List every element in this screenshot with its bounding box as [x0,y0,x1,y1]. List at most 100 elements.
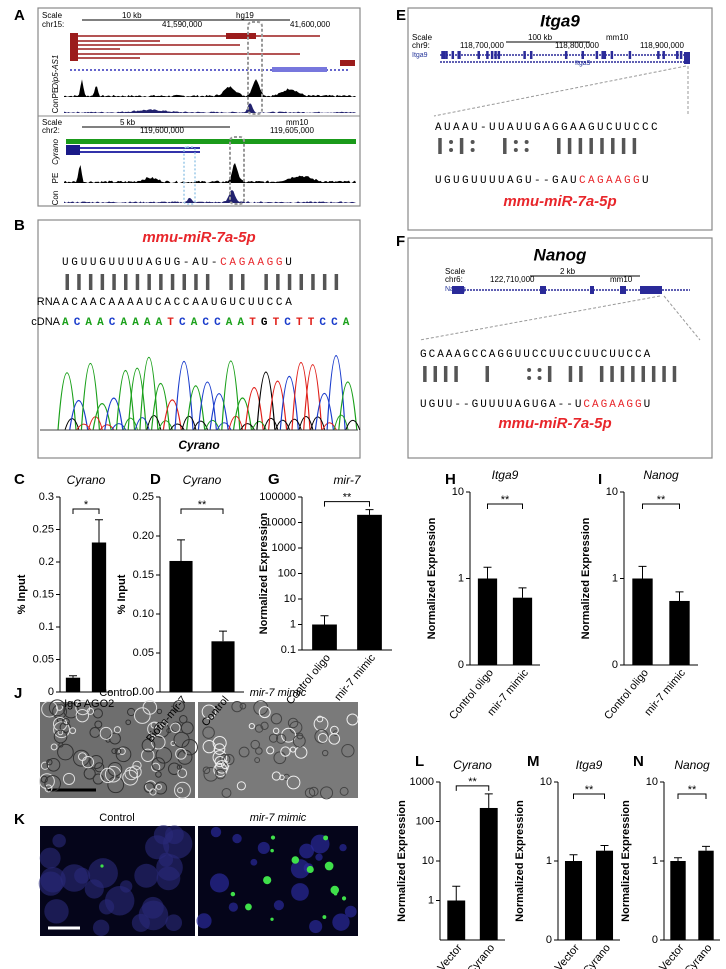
pair-mark [620,366,625,382]
highlight [247,21,263,115]
exon [70,38,78,44]
cdna-base: C [331,317,338,329]
cell [219,753,231,765]
panel-letter: F [396,233,405,250]
assembly-label: mm10 [286,118,309,127]
highlight [229,136,245,205]
cell [58,742,64,748]
rna-sequence: ACAACAAAAUCACCAAUGUCUUCCA [62,297,295,309]
seq-part: U [285,257,294,269]
cell [173,731,190,748]
trace-peak [169,423,185,431]
cell [254,724,264,733]
exon [490,51,494,59]
bar [169,560,193,692]
chrom-label: chr9: [412,41,430,50]
y-tick-label: 10 [422,855,434,867]
trace-peak [111,423,127,431]
bar [632,578,653,665]
scale-label: Scale [42,11,63,20]
exon [603,51,607,59]
signal-track [64,103,356,113]
error-bar [365,509,374,515]
y-tick-label: 0.3 [39,491,54,503]
cdna-base: A [343,317,350,329]
chrom-label: chr15: [42,20,64,29]
panel-letter: L [415,753,424,770]
cell [255,747,263,755]
gfp-dot [245,903,252,911]
x-tick-label: IgG [64,698,82,710]
nucleus [344,905,357,918]
cell [75,700,91,716]
pair-mark [135,274,140,290]
cell [105,737,111,743]
pair-mark [527,368,532,372]
gene-name: Cyrano [178,438,219,452]
y-tick-label: 10 [606,486,618,498]
panel-letter: C [14,471,25,488]
cell [287,717,299,729]
gfp-dot [270,848,274,853]
exon [497,51,501,59]
photo-label: Control [99,812,134,824]
nucleus [119,880,133,893]
assembly-label: hg19 [236,11,254,20]
cell [212,735,227,751]
cell [81,756,95,769]
error-bar [702,845,710,851]
significance-label: ** [501,494,510,506]
chrom-label: chr6: [445,275,463,284]
cell [215,768,226,780]
cell [289,720,303,734]
gfp-dot [270,835,276,840]
cell [44,775,61,792]
cell [104,765,122,783]
pair-mark [524,140,529,144]
cell [149,788,157,796]
chart-title: mir-7 [333,473,361,487]
cell [270,713,283,725]
cell [150,734,166,750]
cdna-base: A [144,317,151,329]
track-label: PE [51,173,60,184]
nucleus [156,854,183,881]
pair-mark [557,138,561,154]
seed: CAGAAGG [220,257,285,269]
cell [141,748,155,762]
exon [529,51,533,59]
cell [125,719,132,726]
nucleus [60,864,89,892]
signal-track [64,189,356,203]
nucleus [290,859,310,879]
target-sequence: AUAAU-UUAUUGAGGAAGUCUUCCC [435,122,660,134]
y-tick-label: 0.15 [33,588,54,600]
cell [50,743,58,751]
trace-peak [197,381,217,431]
significance-label: ** [343,492,352,504]
panel-letter: D [150,471,161,488]
exon [676,51,679,59]
pair-mark [124,274,128,290]
pair-mark [537,376,542,380]
pair-mark [334,274,339,290]
pair-mark [264,274,268,290]
nucleus [250,858,258,866]
cell [266,746,275,755]
exon [441,51,444,59]
trace-peak [244,387,264,431]
x-tick-label: Vector [436,942,465,969]
y-tick-label: 1 [458,572,464,584]
error-bar [452,885,461,901]
exon [445,51,448,59]
nucleus [232,833,242,844]
nucleus [98,899,115,915]
pair-mark [433,366,438,382]
pair-mark [459,138,464,154]
pair-mark [662,366,666,382]
pair-mark [100,274,105,290]
trace-peak [115,370,136,431]
panel-letter: N [633,753,644,770]
error-bar [95,519,103,543]
error-bar [569,854,578,861]
